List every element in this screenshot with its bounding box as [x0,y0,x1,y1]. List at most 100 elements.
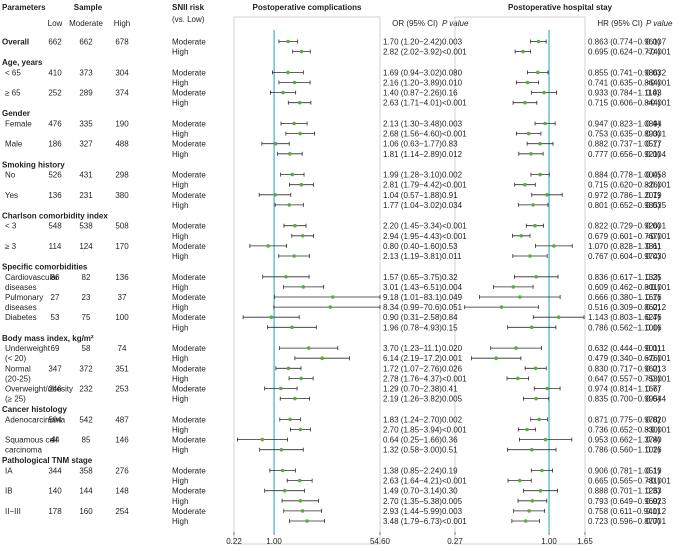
risk-label: Moderate [172,313,206,322]
hr-point [523,519,528,523]
risk-label: Moderate [172,171,206,180]
or-point [299,376,303,381]
hr-p-value: 0.61 [646,242,662,251]
or-point [298,499,303,503]
or-p-value: 0.005 [442,395,463,404]
sample-moderate: 75 [82,313,91,322]
risk-label: Moderate [172,120,206,129]
hr-estimate: 0.767 (0.604−0.974) [588,252,661,261]
section-heading: Specific comorbidities [2,263,88,272]
hr-point [538,488,543,493]
hr-p-value: <0.001 [646,48,671,57]
sample-low: 53 [51,313,60,322]
or-estimate: 1.57 (0.65−3.75) [383,273,442,282]
hr-point [529,152,533,156]
or-p-value: 0.84 [442,313,458,322]
hr-p-value: <0.001 [646,374,671,383]
or-point [298,427,303,432]
hr-point [542,90,546,95]
hr-point [538,172,542,177]
or-p-value: <0.001 [442,374,467,383]
section-heading: Smoking history [2,160,65,169]
group-label: < 65 [5,68,21,77]
or-p-value: 0.002 [442,415,463,424]
risk-label: High [172,252,188,261]
hr-point [519,234,524,238]
sample-low: 69 [51,344,60,353]
sample-high: 136 [115,273,129,282]
risk-label: High [172,48,188,57]
hr-estimate: 0.836 (0.617−1.133) [588,273,661,282]
risk-label: High [172,181,188,190]
sample-moderate: 538 [79,222,93,231]
hr-p-value: 0.007 [646,38,667,47]
hr-p-value: 0.012 [646,303,667,312]
sample-moderate: 358 [79,467,93,476]
group-label: < 3 [5,222,17,231]
or-estimate: 2.16 (1.20−3.89) [383,79,442,88]
hr-estimate: 0.822 (0.729−0.926) [588,222,661,231]
risk-label: Moderate [172,415,206,424]
or-estimate: 2.63 (1.64−4.21) [383,477,442,486]
hr-point [517,478,522,483]
or-p-value: 0.011 [442,252,462,261]
hr-p-value: <0.001 [646,477,671,486]
sample-low: 136 [48,191,62,200]
risk-label: Moderate [172,344,206,353]
or-p-value: 0.051 [442,303,463,312]
hr-estimate: 0.609 (0.462−0.801) [588,283,661,292]
hr-point [533,366,538,371]
or-point [300,509,305,513]
or-point [297,478,302,483]
sample-high: 488 [115,140,129,149]
group-label: Underweight [5,344,51,353]
section-heading: Body mass index, kg/m² [2,334,94,343]
sample-low: 344 [48,467,62,476]
or-estimate: 1.81 (1.14−2.89) [383,150,442,159]
or-p-value: 0.32 [442,273,458,282]
risk-label: High [172,354,188,363]
hr-p-value: 0.013 [646,364,667,373]
hr-p-value: 0.023 [646,497,667,506]
hr-estimate: 0.953 (0.662−1.374) [588,436,661,445]
hr-axis-tick-label: 1.65 [577,537,593,546]
risk-label: High [172,517,188,526]
or-estimate: 2.70 (1.85−3.94) [383,426,442,435]
sample-moderate: 431 [79,171,93,180]
or-point [306,346,311,350]
hr-point [543,121,547,126]
or-estimate: 1.29 (0.70−2.38) [383,385,442,394]
header-parameters: Parameters [2,3,46,12]
hr-p-value: <0.001 [646,426,671,435]
or-p-value: 0.51 [442,446,458,455]
hr-estimate: 0.632 (0.444−0.901) [588,344,661,353]
sample-moderate: 373 [79,68,93,77]
or-point [286,366,291,371]
hr-estimate: 0.933 (0.784−1.110) [588,89,660,98]
sample-moderate: 542 [79,415,93,424]
sample-moderate: 58 [82,344,91,353]
group-label: Female [5,120,32,129]
group-label: No [5,171,16,180]
hr-p-value: 0.80 [646,436,662,445]
section-heading: Gender [2,109,30,118]
or-axis-tick-label: 1.00 [266,537,282,546]
or-estimate: 1.06 (0.63−1.77) [383,140,442,149]
or-point [287,152,292,156]
risk-label: High [172,395,188,404]
sample-low: 114 [49,242,62,251]
panel2-border [454,16,586,545]
sample-low: 594 [48,415,62,424]
hr-estimate: 0.723 (0.596−0.877) [588,517,661,526]
hr-estimate: 1.143 (0.803−1.627) [588,313,661,322]
sample-low: 178 [48,507,62,516]
risk-label: Moderate [172,293,206,302]
or-estimate: 3.01 (1.43−6.51) [383,283,442,292]
hr-estimate: 0.665 (0.565−0.781) [588,477,661,486]
or-estimate: 2.19 (1.26−3.82) [383,395,442,404]
risk-label: Moderate [172,467,206,476]
sample-moderate: 232 [79,385,93,394]
risk-label: High [172,497,188,506]
or-point [279,386,283,391]
sample-high: 351 [115,364,129,373]
